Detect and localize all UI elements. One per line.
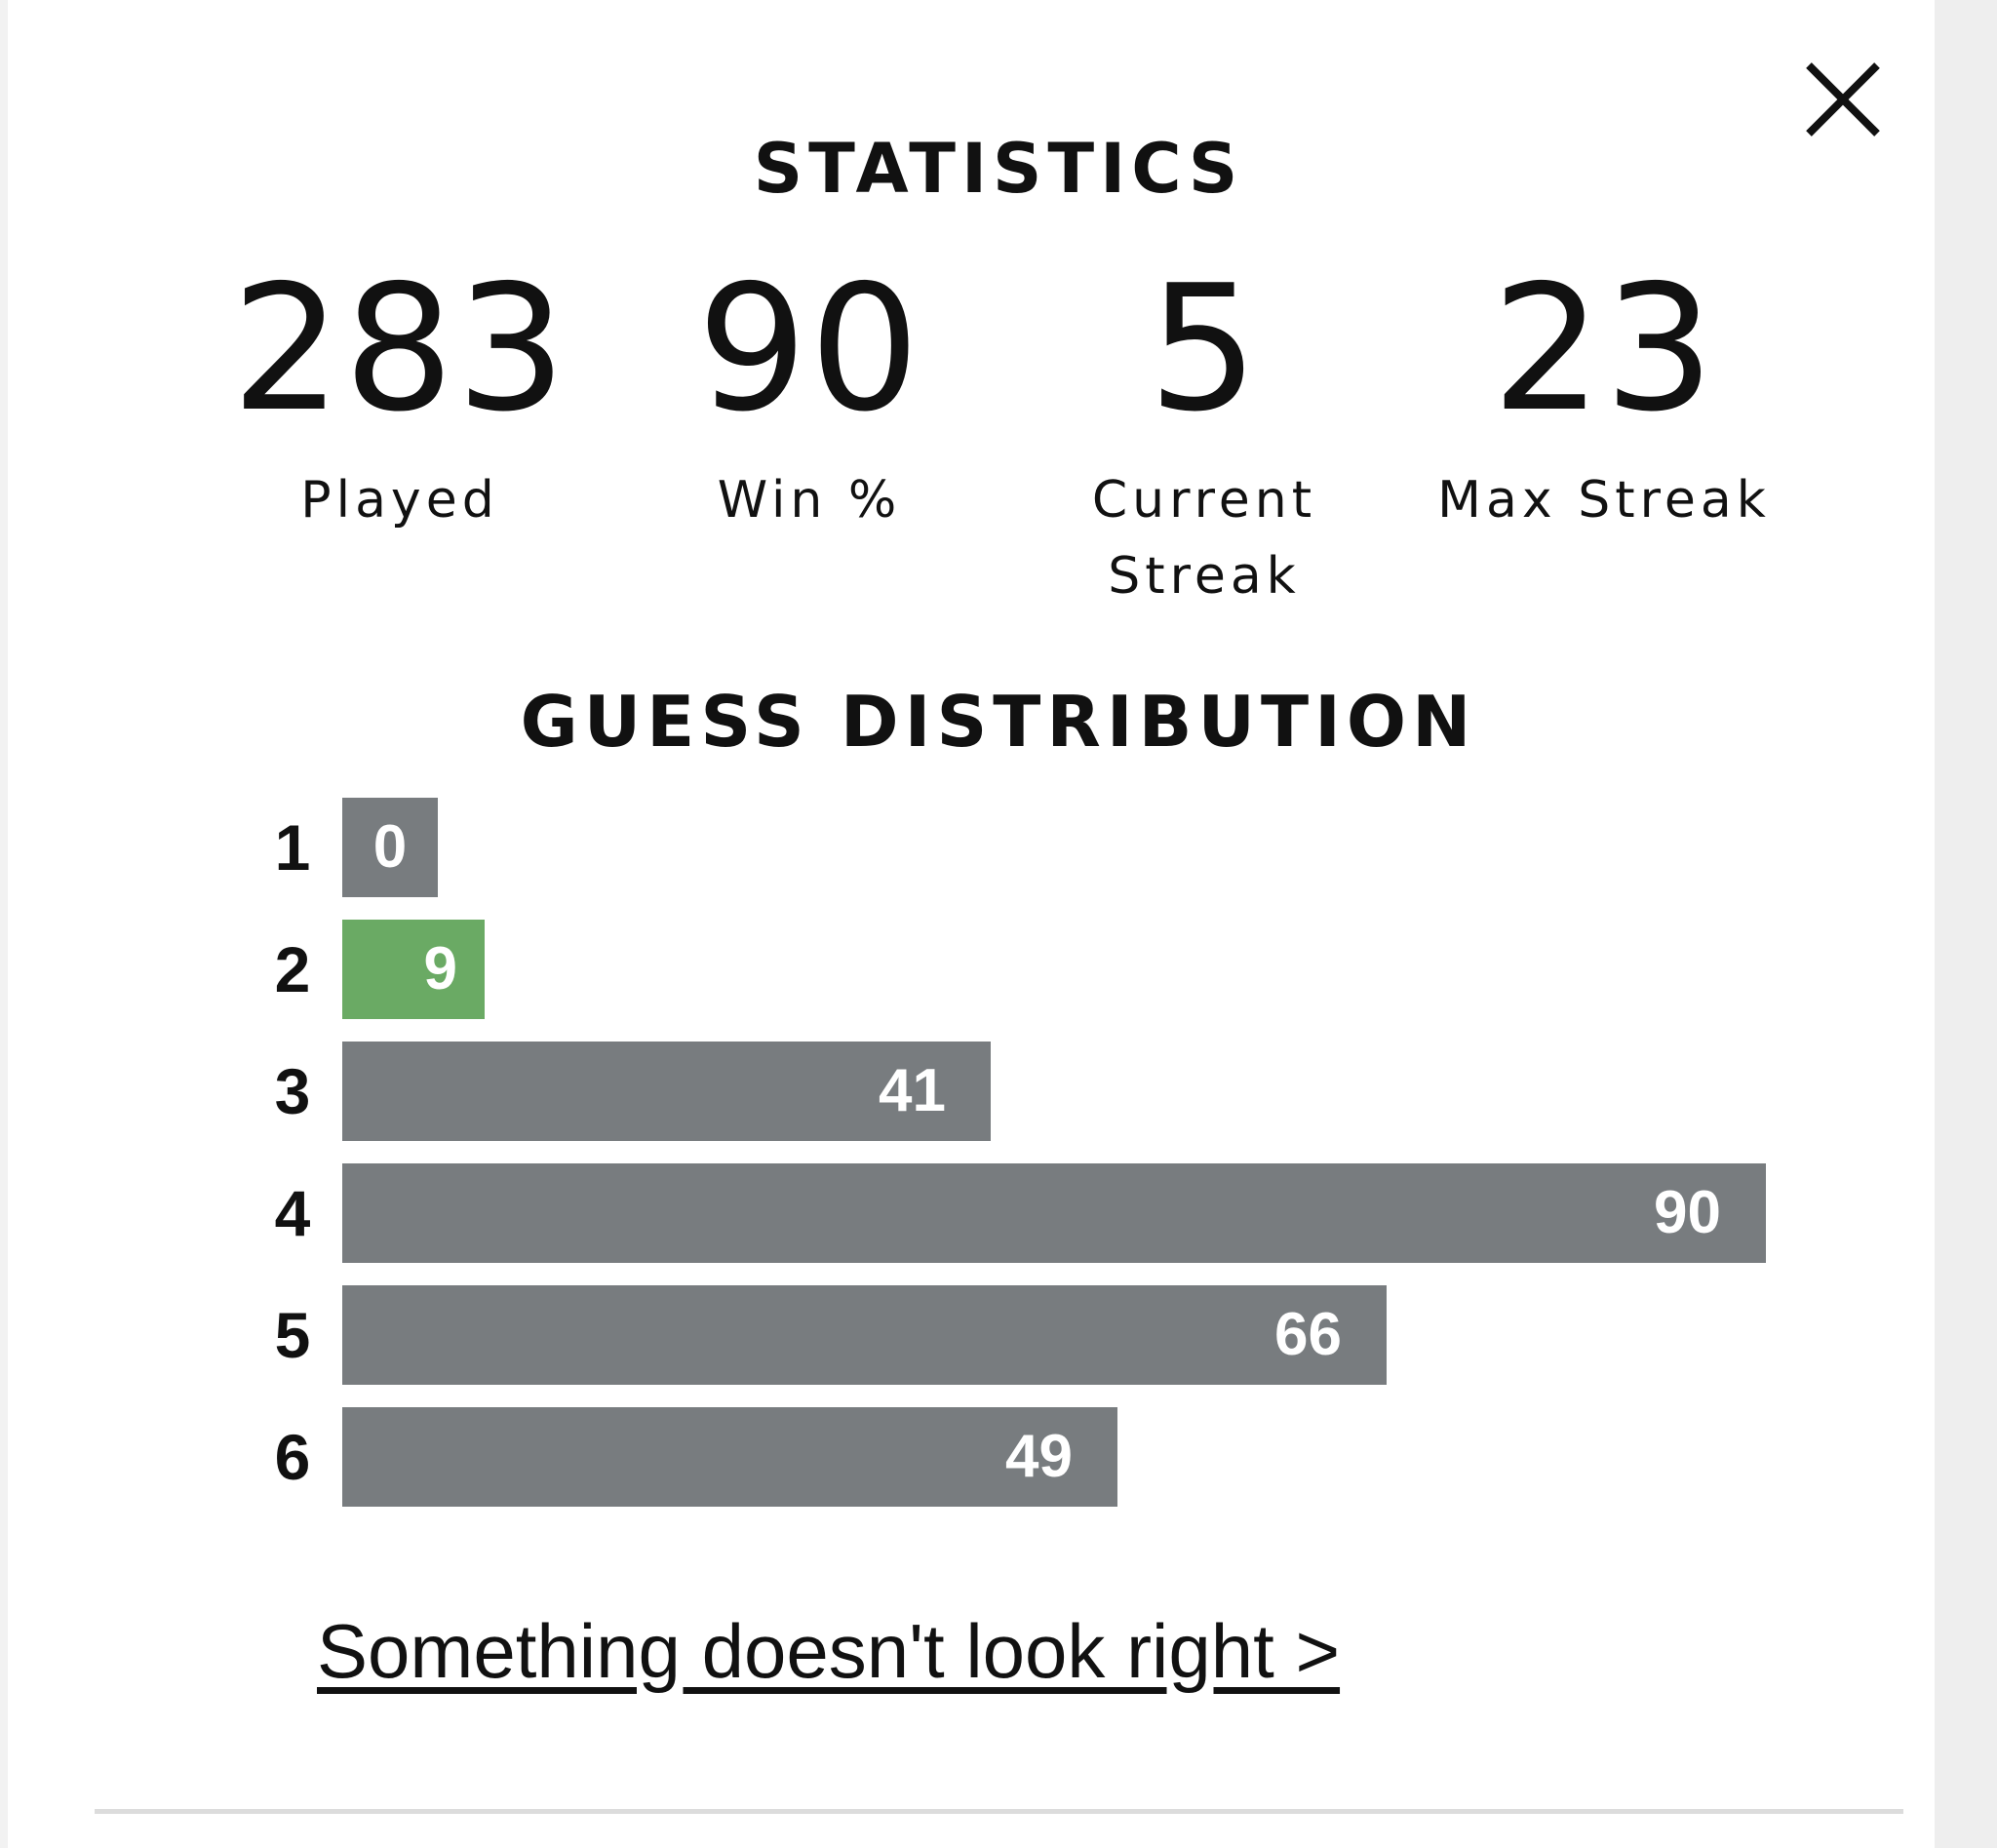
- report-problem-link[interactable]: Something doesn't look right >: [317, 1608, 1341, 1694]
- distribution-row: 5 66: [263, 1285, 1775, 1385]
- distribution-bar: 49: [342, 1407, 1117, 1507]
- guess-distribution: 1 0 2 9 3 41 4 90 5 66 6 49: [263, 798, 1775, 1529]
- distribution-row: 3 41: [263, 1042, 1775, 1141]
- distribution-bar: 66: [342, 1285, 1387, 1385]
- guess-number: 2: [274, 933, 311, 1005]
- guess-number: 1: [274, 811, 311, 884]
- stat-played: 283 Played: [215, 261, 585, 538]
- guess-number: 3: [274, 1055, 311, 1127]
- guess-distribution-title: GUESS DISTRIBUTION: [520, 681, 1477, 763]
- distribution-row: 2 9: [263, 920, 1775, 1019]
- statistics-modal: [8, 0, 1935, 1848]
- distribution-row: 1 0: [263, 798, 1775, 897]
- stat-value: 5: [1148, 248, 1261, 450]
- stat-current-streak: 5 Current Streak: [1068, 261, 1341, 614]
- stat-win-percent: 90 Win %: [663, 261, 956, 538]
- close-button[interactable]: [1799, 56, 1887, 143]
- stat-value: 90: [696, 248, 922, 450]
- guess-number: 5: [274, 1299, 311, 1371]
- statistics-title: STATISTICS: [753, 129, 1244, 209]
- stat-label: Win %: [717, 471, 902, 530]
- close-icon: [1806, 62, 1880, 137]
- guess-number: 6: [274, 1421, 311, 1493]
- distribution-row: 4 90: [263, 1163, 1775, 1263]
- stat-label: Played: [300, 471, 499, 530]
- distribution-bar: 0: [342, 798, 438, 897]
- stat-label: Current Streak: [1091, 471, 1317, 606]
- stat-value: 283: [231, 248, 568, 450]
- scrollbar-track: [1935, 0, 1997, 1848]
- distribution-bar: 90: [342, 1163, 1766, 1263]
- distribution-row: 6 49: [263, 1407, 1775, 1507]
- guess-number: 4: [274, 1177, 311, 1249]
- stat-max-streak: 23 Max Streak: [1404, 261, 1804, 538]
- divider: [95, 1809, 1903, 1814]
- stat-label: Max Streak: [1437, 471, 1771, 530]
- stat-value: 23: [1491, 248, 1717, 450]
- distribution-bar: 9: [342, 920, 485, 1019]
- distribution-bar: 41: [342, 1042, 991, 1141]
